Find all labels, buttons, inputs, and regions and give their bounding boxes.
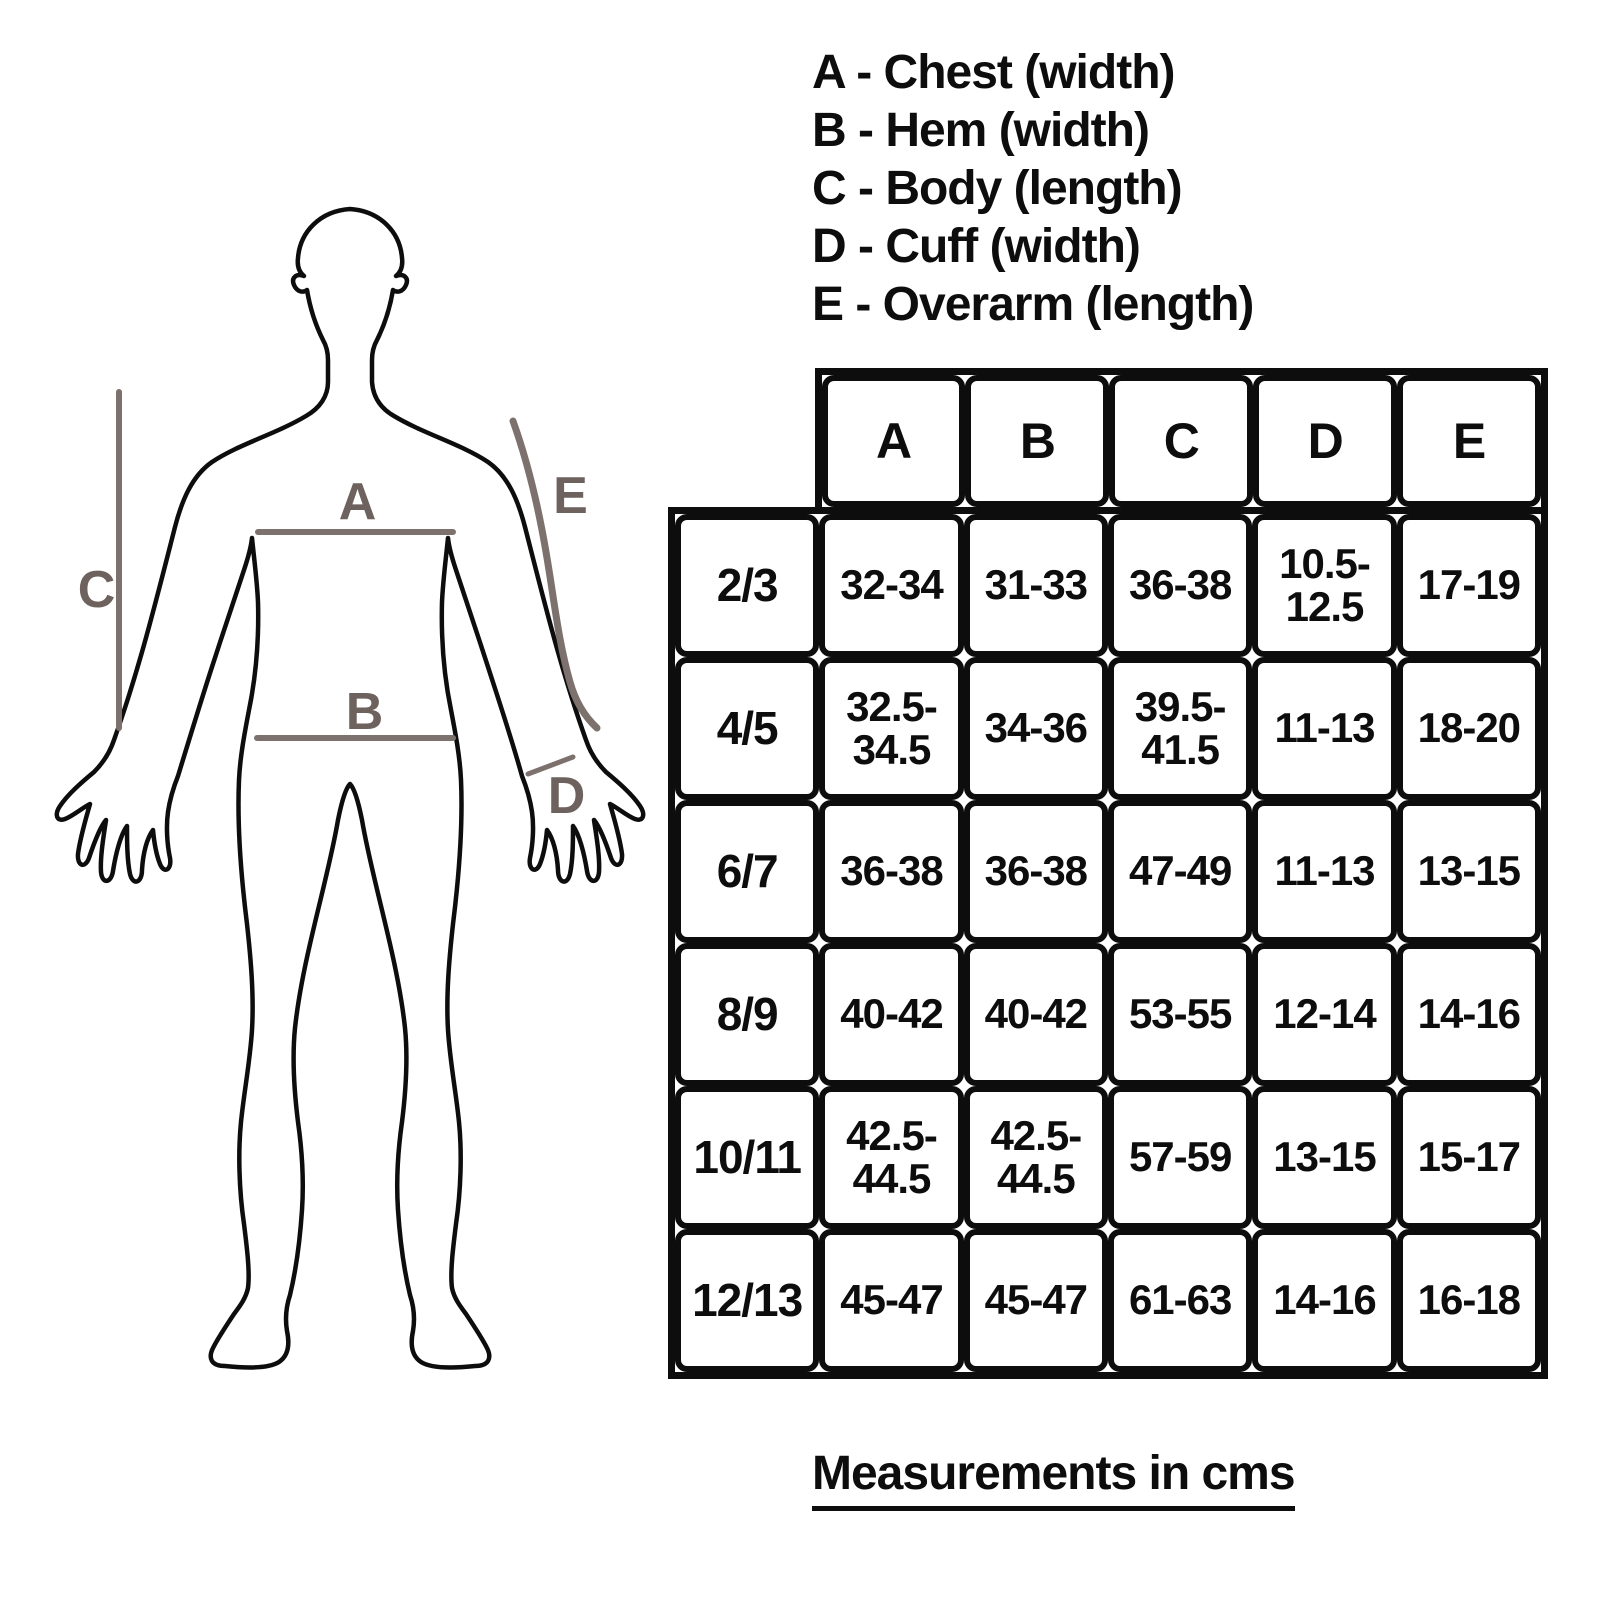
value-cell: 11-13 (1252, 657, 1397, 800)
size-cell: 12/13 (675, 1229, 820, 1372)
value-cell: 14-16 (1396, 943, 1541, 1086)
value-cell: 36-38 (963, 800, 1108, 943)
value-cell: 45-47 (819, 1229, 964, 1372)
value-cell: 32.5- 34.5 (819, 657, 964, 800)
figure-label-d: D (547, 767, 586, 825)
column-header-b: B (965, 375, 1110, 507)
value-cell: 13-15 (1396, 800, 1541, 943)
figure-label-e: E (553, 467, 588, 525)
value-cell: 42.5- 44.5 (819, 1086, 964, 1229)
legend-item-e: E - Overarm (length) (812, 278, 1254, 331)
legend-item-d: D - Cuff (width) (812, 220, 1141, 273)
value-cell: 39.5- 41.5 (1107, 657, 1253, 800)
measure-curve-e (509, 417, 601, 732)
legend-item-b: B - Hem (width) (812, 104, 1150, 157)
value-cell: 31-33 (963, 514, 1108, 657)
value-cell: 47-49 (1107, 800, 1253, 943)
column-header-e: E (1397, 375, 1541, 507)
column-header-a: A (821, 375, 966, 507)
legend-item-c: C - Body (length) (812, 162, 1183, 215)
value-cell: 17-19 (1396, 514, 1541, 657)
value-cell: 42.5- 44.5 (963, 1086, 1108, 1229)
size-cell: 2/3 (675, 514, 820, 657)
human-body-outline (54, 206, 646, 1370)
size-table-body: 2/3 32-34 31-33 36-38 10.5- 12.5 17-19 4… (668, 507, 1548, 1379)
measure-line-d (525, 754, 576, 777)
size-cell: 10/11 (675, 1086, 820, 1229)
value-cell: 16-18 (1396, 1229, 1541, 1372)
size-table: A B C D E 2/3 32-34 31-33 36-38 10.5- 12… (668, 368, 1548, 1379)
value-cell: 36-38 (819, 800, 964, 943)
table-footer: Measurements in cms (812, 1446, 1296, 1511)
column-header-c: C (1109, 375, 1254, 507)
human-body-figure (54, 206, 646, 1370)
value-cell: 57-59 (1107, 1086, 1253, 1229)
figure-label-a: A (338, 473, 377, 531)
value-cell: 40-42 (963, 943, 1108, 1086)
size-table-header: A B C D E (814, 368, 1548, 514)
value-cell: 45-47 (963, 1229, 1108, 1372)
value-cell: 12-14 (1252, 943, 1397, 1086)
size-cell: 8/9 (675, 943, 820, 1086)
value-cell: 15-17 (1396, 1086, 1541, 1229)
legend-item-a: A - Chest (width) (812, 46, 1176, 99)
table-footer-title: Measurements in cms (812, 1446, 1296, 1511)
column-header-d: D (1253, 375, 1398, 507)
figure-label-c: C (77, 561, 116, 619)
value-cell: 13-15 (1252, 1086, 1397, 1229)
value-cell: 14-16 (1252, 1229, 1397, 1372)
measurement-legend: A - Chest (width) B - Hem (width) C - Bo… (812, 44, 1254, 334)
size-cell: 6/7 (675, 800, 820, 943)
figure-label-b: B (345, 683, 384, 741)
value-cell: 53-55 (1107, 943, 1253, 1086)
value-cell: 11-13 (1252, 800, 1397, 943)
value-cell: 61-63 (1107, 1229, 1253, 1372)
value-cell: 36-38 (1107, 514, 1253, 657)
size-cell: 4/5 (675, 657, 820, 800)
value-cell: 10.5- 12.5 (1252, 514, 1397, 657)
value-cell: 40-42 (819, 943, 964, 1086)
value-cell: 34-36 (963, 657, 1108, 800)
value-cell: 18-20 (1396, 657, 1541, 800)
value-cell: 32-34 (819, 514, 964, 657)
